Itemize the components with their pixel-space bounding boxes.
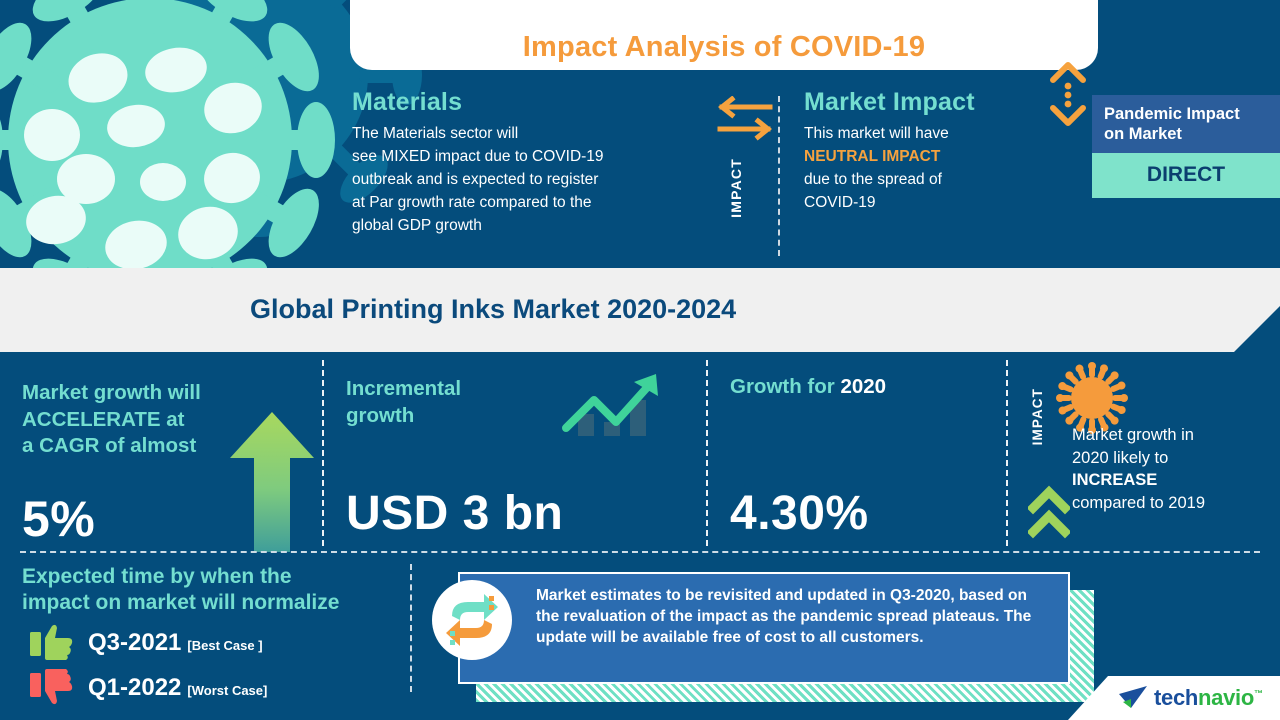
thumbs-down-icon	[30, 669, 73, 705]
pandemic-impact-badge: Pandemic Impact on Market DIRECT	[1092, 95, 1280, 199]
materials-line-3: outbreak and is expected to register	[352, 170, 599, 188]
badge-title: Pandemic Impact on Market	[1092, 95, 1280, 154]
refresh-cycle-icon	[432, 580, 512, 660]
impact-2020-line-1: Market growth in	[1072, 426, 1194, 444]
market-impact-section: Market Impact This market will have NEUT…	[804, 88, 1074, 215]
best-case-row: Q3-2021 [Best Case ]	[30, 624, 263, 662]
market-impact-highlight: NEUTRAL IMPACT	[804, 147, 941, 165]
worst-case-row: Q1-2022 [Worst Case]	[30, 669, 267, 707]
paper-plane-icon	[1119, 686, 1147, 708]
badge-title-line-2: on Market	[1104, 125, 1182, 144]
virus-icon	[1056, 362, 1128, 434]
note-wrapper: Market estimates to be revisited and upd…	[432, 572, 1094, 702]
worst-case-tag: [Worst Case]	[187, 683, 268, 698]
note-box: Market estimates to be revisited and upd…	[458, 572, 1070, 684]
thumbs-up-icon	[30, 624, 73, 660]
incremental-value: USD 3 bn	[346, 487, 564, 540]
impact-divider: IMPACT	[710, 95, 782, 256]
double-chevron-up-icon	[1028, 485, 1070, 539]
normalize-heading: Expected time by when the impact on mark…	[22, 564, 422, 617]
market-impact-heading: Market Impact	[804, 88, 975, 116]
materials-line-2: see MIXED impact due to COVID-19	[352, 147, 604, 165]
badge-value: DIRECT	[1092, 153, 1280, 199]
technavio-logo[interactable]: technavio™	[1118, 685, 1263, 711]
best-case-tag: [Best Case ]	[187, 638, 263, 653]
incremental-label: Incremental growth	[346, 376, 676, 429]
impact-vertical-label: IMPACT	[728, 158, 744, 218]
materials-line-5: global GDP growth	[352, 216, 482, 234]
impact-2020-vertical-label: IMPACT	[1030, 388, 1045, 446]
impact-2020-line-2: 2020 likely to	[1072, 448, 1169, 467]
metrics-divider-2	[706, 360, 708, 546]
growth-label-prefix: Growth for	[730, 375, 841, 398]
cagr-label-line-3: a CAGR of almost	[22, 434, 197, 458]
logo-text: technavio™	[1154, 685, 1263, 711]
best-case-text: Q3-2021 [Best Case ]	[88, 629, 263, 657]
materials-heading: Materials	[352, 88, 463, 116]
materials-body: The Materials sector will see MIXED impa…	[352, 123, 702, 238]
impact-2020-emphasis: INCREASE	[1072, 471, 1158, 490]
normalize-heading-line-1: Expected time by when the	[22, 565, 292, 588]
left-right-arrows-icon	[717, 95, 773, 141]
incremental-label-line-1: Incremental	[346, 377, 462, 400]
market-impact-line-1: This market will have	[804, 125, 949, 142]
metric-impact-2020: IMPACT	[1014, 362, 1280, 552]
cagr-value: 5%	[22, 491, 96, 547]
cagr-label: Market growth will ACCELERATE at a CAGR …	[22, 380, 252, 460]
worst-case-text: Q1-2022 [Worst Case]	[88, 674, 267, 702]
metric-incremental: Incremental growth USD 3 bn	[346, 376, 676, 540]
virus-illustration-front	[0, 0, 335, 268]
growth-value: 4.30%	[730, 487, 869, 540]
worst-case-quarter: Q1-2022	[88, 674, 182, 701]
logo-text-part1: tech	[1154, 685, 1199, 710]
up-down-chevron-icon	[1050, 62, 1086, 126]
metrics-divider-1	[322, 360, 324, 546]
logo-text-part2: navio	[1198, 685, 1255, 710]
market-impact-line-4: COVID-19	[804, 193, 876, 211]
trend-up-chart-icon	[562, 374, 658, 436]
title-card: Impact Analysis of COVID-19	[350, 0, 1098, 70]
materials-line-1: The Materials sector will	[352, 125, 519, 142]
note-text: Market estimates to be revisited and upd…	[536, 587, 1032, 646]
cagr-label-line-2: ACCELERATE at	[22, 407, 185, 431]
top-section: Impact Analysis of COVID-19 Materials Th…	[0, 0, 1280, 268]
bottom-section: Expected time by when the impact on mark…	[0, 556, 1280, 720]
best-case-quarter: Q3-2021	[88, 629, 182, 656]
metric-cagr: Market growth will ACCELERATE at a CAGR …	[22, 380, 252, 547]
materials-section: Materials The Materials sector will see …	[352, 88, 702, 238]
up-arrow-icon	[230, 412, 314, 552]
impact-2020-text: Market growth in 2020 likely to INCREASE…	[1072, 424, 1280, 514]
impact-2020-line-4: compared to 2019	[1072, 493, 1206, 512]
market-title: Global Printing Inks Market 2020-2024	[250, 294, 737, 324]
impact-dashed-divider	[778, 96, 780, 256]
growth-label-year: 2020	[840, 375, 887, 398]
market-title-band: Global Printing Inks Market 2020-2024	[0, 268, 1280, 352]
bottom-dashed-divider	[410, 564, 412, 692]
materials-line-4: at Par growth rate compared to the	[352, 193, 592, 211]
metric-growth-2020: Growth for 2020 4.30%	[730, 374, 1000, 540]
logo-trademark: ™	[1254, 688, 1263, 699]
incremental-label-line-2: growth	[346, 403, 415, 427]
market-impact-body: This market will have NEUTRAL IMPACT due…	[804, 123, 1074, 215]
band-corner-decoration	[1234, 306, 1280, 352]
page-title: Impact Analysis of COVID-19	[522, 31, 926, 63]
metrics-section: Market growth will ACCELERATE at a CAGR …	[0, 352, 1280, 552]
market-impact-line-3: due to the spread of	[804, 170, 942, 188]
cagr-label-line-1: Market growth will	[22, 381, 201, 404]
metrics-divider-3	[1006, 360, 1008, 546]
logo-notch	[1068, 676, 1108, 720]
normalize-heading-line-2: impact on market will normalize	[22, 591, 340, 615]
growth-label: Growth for 2020	[730, 374, 1000, 401]
badge-title-line-1: Pandemic Impact	[1104, 105, 1240, 123]
horizontal-dashed-divider	[20, 551, 1260, 553]
